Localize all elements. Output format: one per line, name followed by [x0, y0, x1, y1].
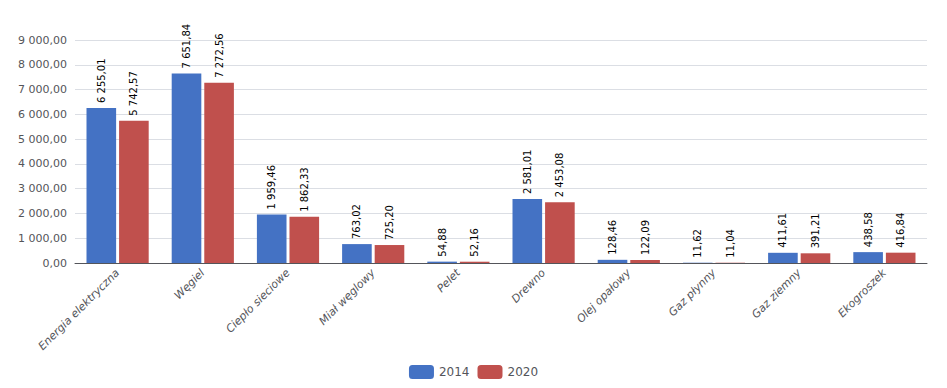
svg-text:11,62: 11,62	[692, 229, 703, 258]
svg-text:1 959,46: 1 959,46	[266, 165, 277, 210]
svg-text:2 000,00: 2 000,00	[18, 207, 67, 220]
svg-text:9 000,00: 9 000,00	[18, 34, 67, 47]
svg-text:52,16: 52,16	[469, 228, 480, 257]
svg-text:1 862,33: 1 862,33	[299, 167, 310, 212]
svg-text:725,20: 725,20	[384, 205, 395, 240]
svg-text:2014: 2014	[439, 365, 470, 379]
svg-text:1 000,00: 1 000,00	[18, 232, 67, 245]
svg-text:Gaz ziemny: Gaz ziemny	[749, 266, 804, 321]
svg-text:5 000,00: 5 000,00	[18, 133, 67, 146]
svg-text:7 000,00: 7 000,00	[18, 83, 67, 96]
svg-text:Energia elektryczna: Energia elektryczna	[36, 266, 122, 352]
svg-text:411,61: 411,61	[777, 213, 788, 248]
svg-text:128,46: 128,46	[607, 220, 618, 255]
svg-text:122,09: 122,09	[640, 220, 651, 255]
svg-text:Pelet: Pelet	[434, 266, 463, 295]
svg-text:54,88: 54,88	[437, 228, 448, 257]
svg-text:763,02: 763,02	[351, 204, 362, 239]
svg-text:8 000,00: 8 000,00	[18, 58, 67, 71]
svg-text:Ekogroszek: Ekogroszek	[835, 266, 889, 320]
svg-text:Gaz płynny: Gaz płynny	[666, 266, 719, 319]
svg-text:Ciepło sieciowe: Ciepło sieciowe	[223, 266, 292, 335]
svg-text:11,04: 11,04	[725, 229, 736, 258]
svg-text:Węgiel: Węgiel	[172, 266, 208, 302]
svg-text:Olej opałowy: Olej opałowy	[574, 266, 634, 326]
svg-text:Drewno: Drewno	[509, 266, 548, 305]
svg-text:Miał węglowy: Miał węglowy	[316, 266, 378, 328]
svg-text:6 000,00: 6 000,00	[18, 108, 67, 121]
svg-text:7 651,84: 7 651,84	[181, 24, 192, 69]
svg-text:2 453,08: 2 453,08	[554, 153, 565, 198]
svg-text:391,21: 391,21	[810, 213, 821, 248]
svg-text:0,00: 0,00	[43, 257, 68, 270]
svg-text:6 255,01: 6 255,01	[96, 58, 107, 103]
svg-text:4 000,00: 4 000,00	[18, 157, 67, 170]
svg-text:5 742,57: 5 742,57	[128, 71, 139, 116]
svg-text:2 581,01: 2 581,01	[522, 150, 533, 195]
svg-text:7 272,56: 7 272,56	[214, 33, 225, 78]
svg-text:3 000,00: 3 000,00	[18, 182, 67, 195]
svg-text:2020: 2020	[508, 365, 539, 379]
svg-text:438,58: 438,58	[863, 212, 874, 247]
svg-text:416,84: 416,84	[895, 213, 906, 248]
